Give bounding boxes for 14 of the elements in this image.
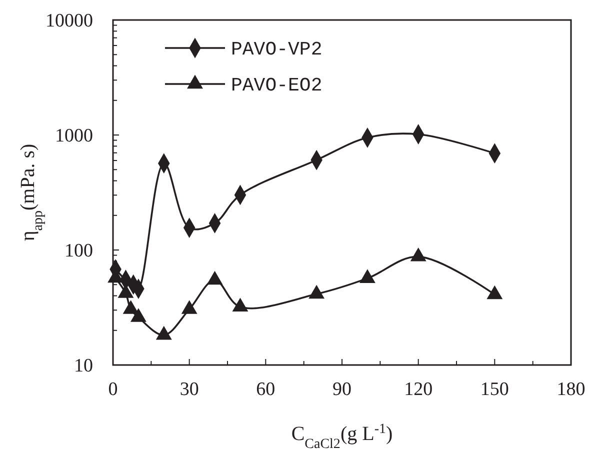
legend-label: PAVO-VP2 [231,38,322,61]
y-tick-label: 10000 [46,10,93,32]
legend-label: PAVO-EO2 [231,74,322,97]
x-tick-label: 30 [180,379,199,400]
x-tick-label: 120 [404,379,433,400]
x-tick-label: 60 [256,379,276,400]
x-tick-label: 150 [480,379,509,400]
y-tick-label: 100 [64,240,93,262]
x-tick-label: 0 [108,379,118,400]
y-tick-label: 10 [74,356,93,377]
y-tick-label: 1000 [55,126,93,147]
x-tick-label: 90 [332,379,352,400]
x-tick-label: 180 [556,379,586,400]
x-axis-title: C$_{CaCl2}$(g L$^{-1}$) [291,422,393,450]
